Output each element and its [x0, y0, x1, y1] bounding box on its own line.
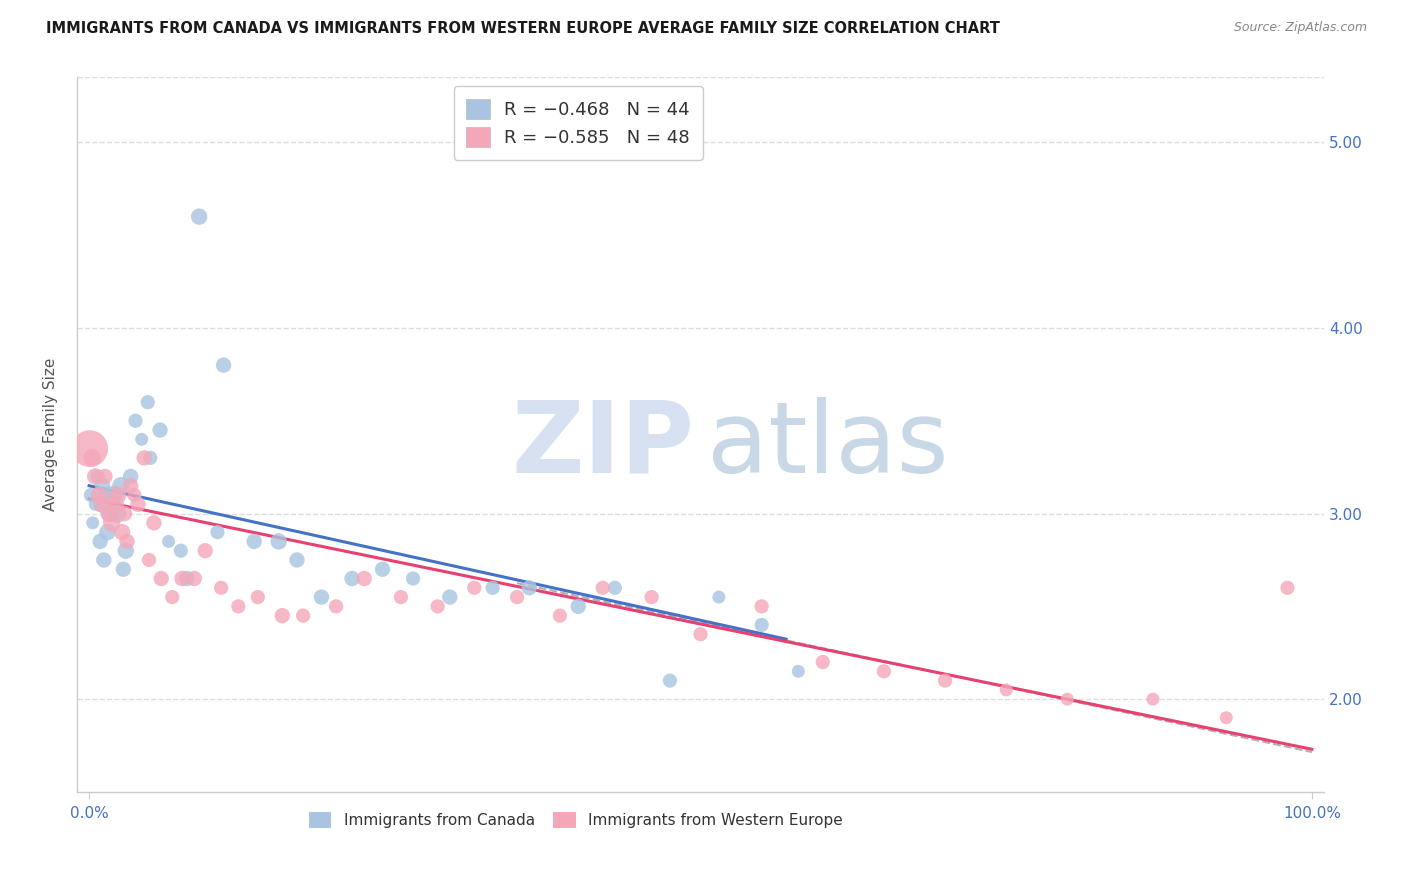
Point [98, 507, 121, 521]
Point [506, 590, 529, 604]
Point [82, 450, 104, 465]
Point [114, 543, 136, 558]
Point [194, 543, 217, 558]
Y-axis label: Average Family Size: Average Family Size [44, 358, 58, 511]
Point [79, 442, 101, 456]
Point [115, 534, 138, 549]
Point [157, 534, 180, 549]
Point [751, 599, 773, 614]
Point [100, 516, 122, 530]
Point [124, 488, 146, 502]
Point [340, 572, 363, 586]
Point [90, 497, 112, 511]
Point [243, 534, 266, 549]
Point [246, 590, 269, 604]
Point [658, 673, 681, 688]
Point [82, 516, 104, 530]
Point [426, 599, 449, 614]
Point [110, 479, 132, 493]
Point [142, 516, 165, 530]
Point [112, 562, 135, 576]
Point [463, 581, 485, 595]
Point [640, 590, 662, 604]
Point [93, 553, 115, 567]
Point [751, 618, 773, 632]
Text: ZIP: ZIP [512, 397, 695, 494]
Point [89, 534, 111, 549]
Point [1277, 581, 1299, 595]
Point [87, 488, 110, 502]
Point [811, 655, 834, 669]
Point [285, 553, 308, 567]
Point [103, 488, 125, 502]
Point [292, 608, 315, 623]
Point [114, 507, 136, 521]
Point [136, 395, 159, 409]
Point [567, 599, 589, 614]
Point [1142, 692, 1164, 706]
Point [548, 608, 571, 623]
Point [94, 488, 117, 502]
Point [120, 469, 142, 483]
Point [96, 525, 118, 540]
Text: Source: ZipAtlas.com: Source: ZipAtlas.com [1233, 21, 1367, 34]
Point [124, 414, 146, 428]
Point [127, 497, 149, 511]
Text: IMMIGRANTS FROM CANADA VS IMMIGRANTS FROM WESTERN EUROPE AVERAGE FAMILY SIZE COR: IMMIGRANTS FROM CANADA VS IMMIGRANTS FRO… [46, 21, 1000, 36]
Point [271, 608, 294, 623]
Point [209, 581, 232, 595]
Point [389, 590, 412, 604]
Point [325, 599, 347, 614]
Point [80, 488, 103, 502]
Point [149, 423, 172, 437]
Point [353, 572, 375, 586]
Point [84, 469, 107, 483]
Point [120, 479, 142, 493]
Point [170, 543, 193, 558]
Point [150, 572, 173, 586]
Point [107, 488, 129, 502]
Point [105, 507, 128, 521]
Point [481, 581, 503, 595]
Point [689, 627, 711, 641]
Point [707, 590, 730, 604]
Point [267, 534, 290, 549]
Point [603, 581, 626, 595]
Point [873, 665, 896, 679]
Point [183, 572, 205, 586]
Point [91, 497, 114, 511]
Point [91, 479, 114, 493]
Point [226, 599, 249, 614]
Point [170, 572, 193, 586]
Point [371, 562, 394, 576]
Point [517, 581, 540, 595]
Point [139, 450, 162, 465]
Point [162, 590, 184, 604]
Point [1056, 692, 1078, 706]
Point [176, 572, 198, 586]
Point [402, 572, 425, 586]
Point [207, 525, 229, 540]
Point [86, 469, 108, 483]
Point [439, 590, 461, 604]
Point [131, 433, 153, 447]
Point [134, 450, 156, 465]
Point [138, 553, 160, 567]
Point [84, 497, 107, 511]
Point [934, 673, 956, 688]
Legend: Immigrants from Canada, Immigrants from Western Europe: Immigrants from Canada, Immigrants from … [302, 806, 849, 834]
Point [212, 358, 235, 372]
Point [787, 665, 810, 679]
Point [104, 497, 127, 511]
Point [97, 507, 120, 521]
Text: atlas: atlas [707, 397, 949, 494]
Point [995, 682, 1018, 697]
Point [1215, 711, 1237, 725]
Point [188, 210, 211, 224]
Point [311, 590, 333, 604]
Point [592, 581, 614, 595]
Point [94, 469, 117, 483]
Point [111, 525, 134, 540]
